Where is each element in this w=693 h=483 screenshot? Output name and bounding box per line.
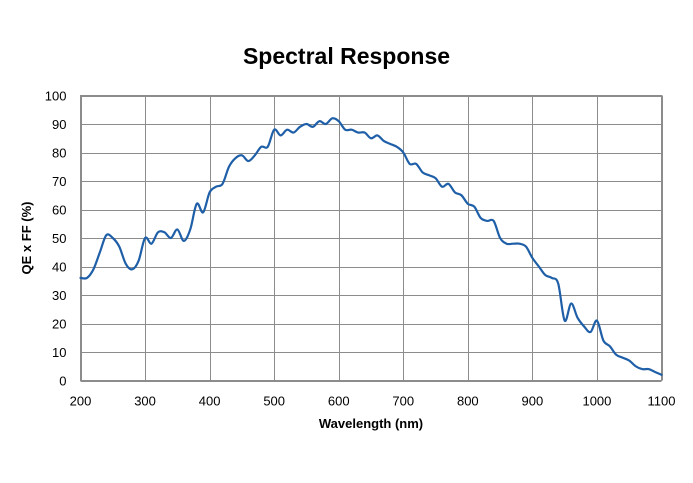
x-tick-label-300: 300	[134, 394, 156, 409]
y-tick-label-50: 50	[52, 231, 66, 246]
x-tick-label-500: 500	[263, 394, 285, 409]
x-tick-label-1000: 1000	[582, 394, 611, 409]
y-tick-label-20: 20	[52, 317, 66, 332]
x-tick-label-700: 700	[392, 394, 414, 409]
x-axis-tick-labels: 200 300 400 500 600 700 800 900 1000 1100	[70, 394, 676, 409]
series-line-qe	[79, 117, 663, 376]
y-tick-label-90: 90	[52, 117, 66, 132]
y-tick-label-60: 60	[52, 203, 66, 218]
x-tick-label-900: 900	[522, 394, 544, 409]
y-tick-label-10: 10	[52, 345, 66, 360]
grid-lines	[80, 95, 663, 382]
y-tick-label-30: 30	[52, 288, 66, 303]
x-tick-label-400: 400	[199, 394, 221, 409]
y-tick-label-70: 70	[52, 174, 66, 189]
x-tick-label-200: 200	[70, 394, 92, 409]
plot-area-frame	[80, 95, 662, 381]
y-axis-title: QE x FF (%)	[19, 202, 34, 275]
y-tick-label-80: 80	[52, 146, 66, 161]
y-tick-label-100: 100	[45, 89, 67, 104]
y-axis-tick-labels: 0 10 20 30 40 50 60 70 80 90 100	[45, 89, 67, 389]
y-tick-label-0: 0	[59, 374, 66, 389]
chart-title: Spectral Response	[242, 43, 451, 69]
x-axis-title: Wavelength (nm)	[319, 416, 423, 431]
x-tick-label-1100: 1100	[648, 394, 676, 409]
y-tick-label-40: 40	[52, 260, 66, 275]
x-tick-label-600: 600	[328, 394, 350, 409]
x-tick-label-800: 800	[457, 394, 479, 409]
